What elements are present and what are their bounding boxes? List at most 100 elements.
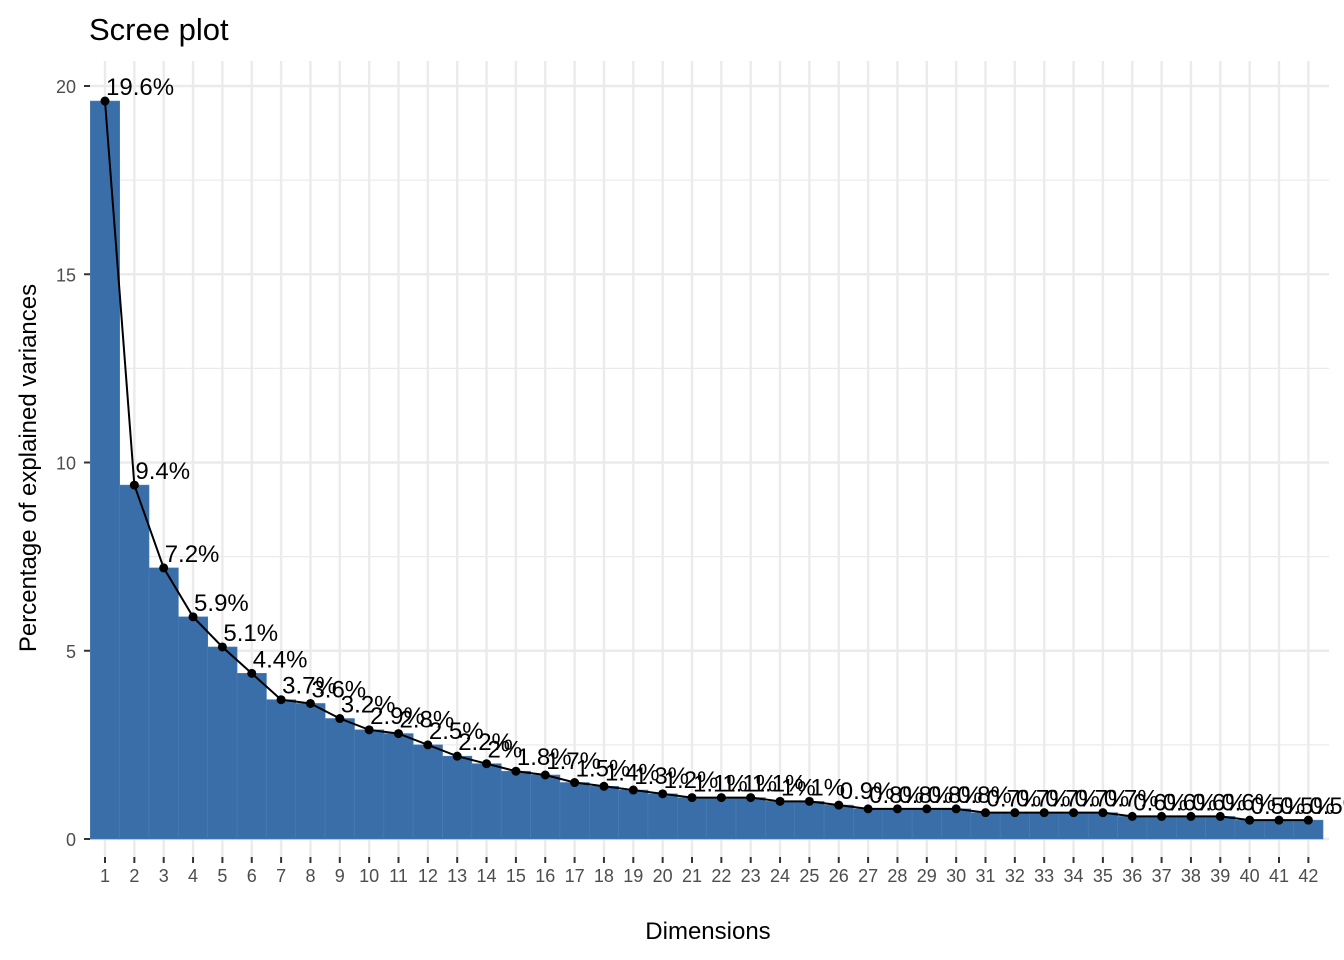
x-tick-label: 7 bbox=[276, 866, 286, 886]
x-tick-label: 39 bbox=[1210, 866, 1230, 886]
point-dim-12 bbox=[423, 740, 433, 750]
x-tick-label: 2 bbox=[129, 866, 139, 886]
bar-dim-20 bbox=[647, 793, 678, 840]
bar-dim-5 bbox=[207, 646, 238, 840]
point-dim-7 bbox=[276, 695, 286, 705]
y-tick-label: 20 bbox=[56, 77, 76, 97]
data-label-dim-33: 0.7% bbox=[1045, 786, 1100, 813]
bar-dim-17 bbox=[559, 782, 590, 840]
y-axis-title: Percentage of explained variances bbox=[15, 284, 42, 652]
x-tick-label: 20 bbox=[653, 866, 673, 886]
bar-dim-26 bbox=[823, 804, 854, 840]
x-tick-label: 27 bbox=[858, 866, 878, 886]
point-dim-32 bbox=[1010, 808, 1020, 818]
bars-group bbox=[90, 100, 1324, 840]
bar-dim-19 bbox=[618, 789, 649, 840]
point-dim-30 bbox=[951, 804, 961, 814]
bar-dim-12 bbox=[412, 744, 443, 840]
x-tick-label: 32 bbox=[1005, 866, 1025, 886]
x-tick-label: 4 bbox=[188, 866, 198, 886]
data-label-dim-18: 1.4% bbox=[605, 759, 660, 786]
y-tick-label: 15 bbox=[56, 265, 76, 285]
x-tick-label: 15 bbox=[506, 866, 526, 886]
x-tick-label: 3 bbox=[159, 866, 169, 886]
bar-dim-9 bbox=[324, 718, 355, 840]
data-label-dim-25: 1% bbox=[810, 774, 845, 801]
point-dim-29 bbox=[922, 804, 932, 814]
bar-dim-3 bbox=[148, 567, 179, 840]
point-dim-6 bbox=[247, 668, 257, 678]
x-tick-label: 17 bbox=[565, 866, 585, 886]
data-label-dim-41: 0.5% bbox=[1280, 793, 1335, 820]
bar-dim-27 bbox=[853, 808, 884, 840]
data-label-dim-26: 0.9% bbox=[840, 778, 895, 805]
bar-dim-25 bbox=[794, 801, 825, 840]
point-dim-24 bbox=[775, 796, 785, 806]
point-dim-18 bbox=[599, 781, 609, 791]
bar-dim-7 bbox=[266, 699, 297, 840]
bar-dim-22 bbox=[706, 797, 737, 840]
data-label-dim-10: 2.9% bbox=[370, 703, 425, 730]
x-tick-label: 31 bbox=[975, 866, 995, 886]
data-label-dim-30: 0.8% bbox=[957, 782, 1012, 809]
x-tick-label: 11 bbox=[389, 866, 408, 886]
point-dim-1 bbox=[100, 96, 110, 106]
point-dim-40 bbox=[1245, 815, 1255, 825]
bar-dim-18 bbox=[588, 785, 619, 840]
x-tick-label: 5 bbox=[217, 866, 227, 886]
point-dim-9 bbox=[335, 714, 345, 724]
point-dim-4 bbox=[188, 612, 198, 622]
data-label-dim-40: 0.5% bbox=[1251, 793, 1306, 820]
data-label-dim-14: 2% bbox=[488, 737, 523, 764]
x-tick-label: 23 bbox=[741, 866, 761, 886]
x-tick-label: 28 bbox=[887, 866, 907, 886]
data-label-dim-17: 1.5% bbox=[576, 756, 631, 783]
bar-dim-28 bbox=[882, 808, 913, 840]
trend-line bbox=[104, 100, 1309, 822]
x-tick-label: 30 bbox=[946, 866, 966, 886]
x-tick-label: 42 bbox=[1298, 866, 1318, 886]
point-dim-20 bbox=[658, 789, 668, 799]
x-tick-label: 34 bbox=[1064, 866, 1084, 886]
data-label-dim-23: 1.1% bbox=[752, 771, 807, 798]
point-dim-17 bbox=[570, 778, 580, 788]
point-dim-36 bbox=[1127, 811, 1137, 821]
point-dim-35 bbox=[1098, 808, 1108, 818]
x-tick-label: 24 bbox=[770, 866, 790, 886]
data-label-dim-12: 2.5% bbox=[429, 718, 484, 745]
x-tick-label: 1 bbox=[100, 866, 110, 886]
data-label-dim-8: 3.6% bbox=[311, 676, 366, 703]
bar-dim-21 bbox=[677, 797, 707, 840]
data-label-dim-19: 1.3% bbox=[634, 763, 689, 790]
x-tick-label: 38 bbox=[1181, 866, 1201, 886]
x-tick-label: 40 bbox=[1240, 866, 1260, 886]
data-label-dim-28: 0.8% bbox=[898, 782, 953, 809]
bar-dim-2 bbox=[119, 484, 150, 840]
point-dim-42 bbox=[1303, 815, 1313, 825]
x-tick-label: 10 bbox=[359, 866, 379, 886]
data-label-dim-29: 0.8% bbox=[928, 782, 983, 809]
point-dim-38 bbox=[1186, 811, 1196, 821]
data-label-dim-4: 5.9% bbox=[194, 590, 249, 617]
x-tick-label: 21 bbox=[682, 866, 702, 886]
x-tick-label: 13 bbox=[447, 866, 467, 886]
data-label-dim-39: 0.6% bbox=[1221, 789, 1276, 816]
data-label-dim-15: 1.8% bbox=[517, 744, 572, 771]
points-group bbox=[100, 96, 1313, 825]
x-tick-label: 36 bbox=[1122, 866, 1142, 886]
x-tick-label: 22 bbox=[711, 866, 731, 886]
point-dim-22 bbox=[716, 793, 726, 803]
x-tick-label: 26 bbox=[829, 866, 849, 886]
data-label-dim-42: 0.5% bbox=[1309, 793, 1344, 820]
data-labels-group: 19.6% 9.4% 7.2% 5.9% 5.1%4.4%3.7%3.6%3.2%2.9… bbox=[106, 74, 1344, 820]
point-dim-13 bbox=[452, 751, 462, 761]
data-label-dim-24: 1% bbox=[781, 774, 816, 801]
point-dim-39 bbox=[1215, 811, 1225, 821]
data-label-dim-11: 2.8% bbox=[400, 707, 455, 734]
x-tick-label: 9 bbox=[335, 866, 345, 886]
bar-dim-11 bbox=[383, 733, 414, 840]
data-label-dim-31: 0.7% bbox=[987, 786, 1042, 813]
data-label-dim-32: 0.7% bbox=[1016, 786, 1071, 813]
x-axis-title: Dimensions bbox=[645, 918, 770, 945]
point-dim-23 bbox=[746, 793, 756, 803]
